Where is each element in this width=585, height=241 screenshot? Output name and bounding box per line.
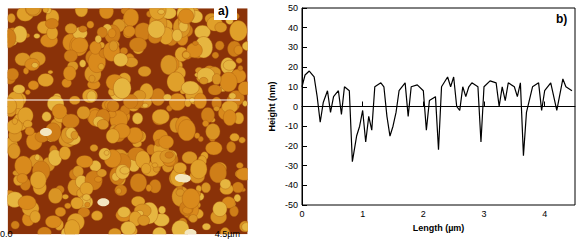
svg-text:20: 20 [288, 62, 298, 72]
svg-text:-20: -20 [285, 141, 298, 151]
svg-text:0.0: 0.0 [0, 229, 13, 239]
svg-text:0: 0 [299, 209, 304, 219]
svg-text:40: 40 [288, 23, 298, 33]
svg-text:50: 50 [288, 3, 298, 13]
svg-text:4: 4 [542, 209, 547, 219]
svg-text:-40: -40 [285, 180, 298, 190]
svg-text:4.5µm: 4.5µm [215, 229, 240, 239]
svg-text:-30: -30 [285, 161, 298, 171]
svg-text:a): a) [218, 4, 229, 18]
svg-text:0: 0 [293, 102, 298, 112]
svg-text:2: 2 [421, 209, 426, 219]
svg-text:Height (nm): Height (nm) [267, 82, 277, 132]
svg-text:10: 10 [288, 82, 298, 92]
svg-text:30: 30 [288, 42, 298, 52]
svg-text:1: 1 [360, 209, 365, 219]
svg-text:3: 3 [481, 209, 486, 219]
svg-text:-10: -10 [285, 121, 298, 131]
svg-text:b): b) [556, 12, 567, 26]
svg-text:Length (µm): Length (µm) [413, 223, 465, 233]
svg-text:-50: -50 [285, 200, 298, 210]
